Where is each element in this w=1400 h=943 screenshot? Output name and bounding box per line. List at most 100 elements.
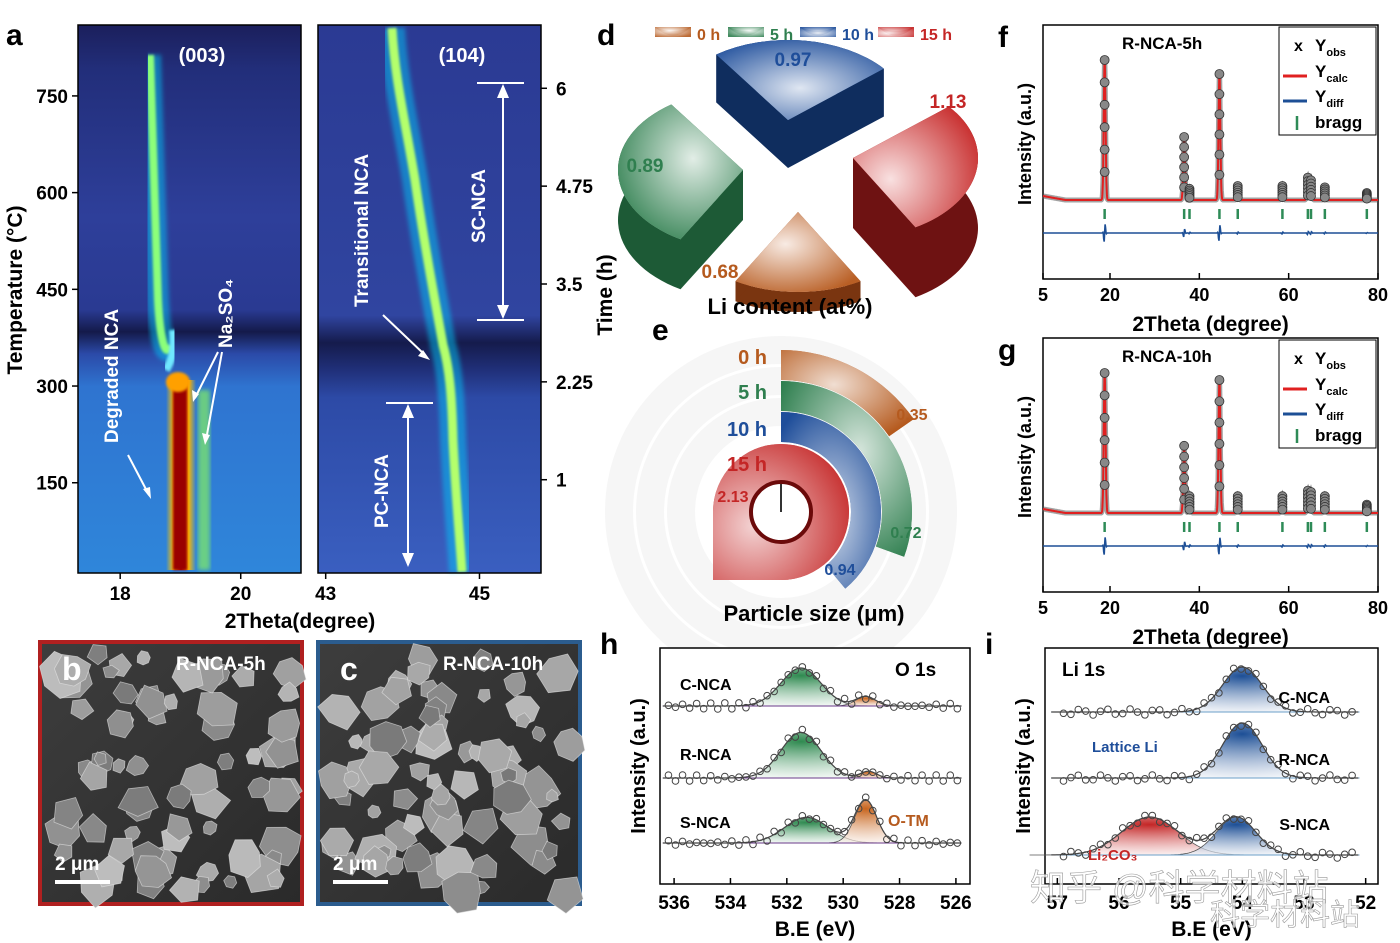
data-point bbox=[1067, 710, 1075, 719]
data-point bbox=[1237, 665, 1245, 673]
legend-swatch-fill bbox=[800, 27, 836, 37]
sem-particle bbox=[216, 752, 235, 771]
time-tick-label: 2.25 bbox=[556, 373, 593, 394]
data-point bbox=[728, 837, 736, 845]
pie-slice-gloss bbox=[853, 106, 979, 228]
sem-particle bbox=[267, 708, 301, 743]
data-point bbox=[763, 691, 771, 700]
data-point bbox=[918, 701, 926, 710]
data-point bbox=[1081, 851, 1090, 859]
panel-e-xlabel: Particle size (μm) bbox=[724, 601, 905, 626]
data-point bbox=[749, 772, 757, 780]
data-point bbox=[784, 734, 793, 742]
two-theta-tick-label: 18 bbox=[110, 584, 131, 605]
data-point bbox=[664, 701, 673, 710]
x-tick-label: 530 bbox=[827, 893, 859, 914]
sem-particle bbox=[362, 845, 391, 878]
data-point bbox=[1229, 664, 1238, 673]
data-point bbox=[699, 776, 708, 785]
legend-obs-marker: x bbox=[1294, 38, 1303, 55]
obs-point bbox=[1179, 172, 1190, 183]
pie-slice-gloss bbox=[716, 39, 884, 120]
pie-slice-wall bbox=[716, 54, 788, 169]
radial-value-label: 0.35 bbox=[896, 407, 927, 424]
data-point bbox=[1281, 769, 1290, 778]
legend-label: 5 h bbox=[770, 27, 793, 44]
panel-b-title: R-NCA-5h bbox=[176, 654, 266, 675]
sem-particle bbox=[168, 876, 200, 903]
data-point bbox=[1192, 770, 1201, 778]
data-point bbox=[1244, 720, 1253, 729]
sem-particle bbox=[367, 804, 382, 819]
x-tick-label: 534 bbox=[715, 893, 747, 914]
sem-particle bbox=[430, 783, 451, 806]
sem-particle bbox=[515, 712, 532, 729]
data-point bbox=[946, 699, 955, 708]
two-theta-axis-title: 2Theta(degree) bbox=[225, 610, 376, 633]
radial-center-ring bbox=[749, 480, 813, 544]
temperature-axis: 750 600 450 300 150 bbox=[36, 87, 78, 495]
sample-label: R-NCA bbox=[680, 747, 732, 764]
legend-label: 15 h bbox=[920, 27, 952, 44]
data-point bbox=[1081, 707, 1090, 715]
obs-point bbox=[1179, 152, 1190, 163]
data-point bbox=[713, 838, 722, 846]
data-point bbox=[1185, 708, 1194, 716]
data-point bbox=[1059, 709, 1068, 718]
data-point bbox=[1178, 704, 1186, 713]
data-point bbox=[861, 695, 870, 703]
data-point bbox=[932, 700, 940, 709]
data-point bbox=[1096, 707, 1105, 716]
data-point bbox=[692, 838, 701, 847]
data-point bbox=[876, 771, 884, 779]
data-point bbox=[854, 769, 863, 778]
data-point bbox=[713, 705, 722, 713]
legend-swatch-fill bbox=[728, 27, 764, 37]
sem-particle bbox=[393, 788, 419, 811]
data-point bbox=[735, 841, 743, 849]
data-point bbox=[1289, 850, 1297, 859]
sem-particle bbox=[319, 827, 355, 857]
data-point bbox=[911, 776, 919, 785]
obs-point bbox=[1232, 504, 1243, 515]
data-point bbox=[706, 771, 715, 780]
data-point bbox=[1111, 777, 1120, 785]
data-point bbox=[1222, 732, 1231, 740]
temperature-tick-label: 600 bbox=[36, 184, 68, 205]
data-point bbox=[756, 767, 764, 776]
x-tick-label: 536 bbox=[658, 893, 690, 914]
panel-a-label: a bbox=[6, 19, 23, 52]
temperature-tick-label: 750 bbox=[36, 87, 68, 108]
sem-particle bbox=[493, 779, 532, 815]
data-point bbox=[1067, 847, 1075, 856]
data-point bbox=[1155, 774, 1164, 783]
data-point bbox=[812, 814, 821, 823]
data-point bbox=[1074, 705, 1083, 714]
data-point bbox=[1200, 834, 1208, 842]
data-point bbox=[721, 699, 729, 707]
sem-particle bbox=[407, 661, 431, 686]
panel-c-label: c bbox=[340, 651, 358, 687]
sem-particle bbox=[166, 783, 192, 810]
radial-value-label: 0.72 bbox=[890, 525, 921, 542]
data-point bbox=[1074, 849, 1083, 857]
sem-particle bbox=[381, 676, 412, 706]
watermark-line-2: 科学材料站 bbox=[1210, 899, 1360, 932]
sem-particle bbox=[546, 788, 559, 803]
obs-point bbox=[1179, 451, 1190, 462]
legend-bragg: bragg bbox=[1315, 426, 1362, 445]
radial-value-label: 0.94 bbox=[824, 562, 855, 579]
data-point bbox=[1163, 819, 1171, 828]
obs-point bbox=[1184, 504, 1195, 515]
sample-label: C-NCA bbox=[680, 677, 732, 694]
data-point bbox=[1148, 811, 1157, 820]
data-point bbox=[756, 833, 764, 842]
data-point bbox=[826, 686, 835, 695]
legend-swatch-fill bbox=[878, 27, 914, 37]
radial-bar-gloss bbox=[781, 381, 912, 557]
sem-particle bbox=[179, 762, 219, 796]
temperature-axis-title: Temperature (°C) bbox=[4, 205, 27, 374]
data-point bbox=[1259, 745, 1268, 754]
data-point bbox=[854, 804, 863, 813]
